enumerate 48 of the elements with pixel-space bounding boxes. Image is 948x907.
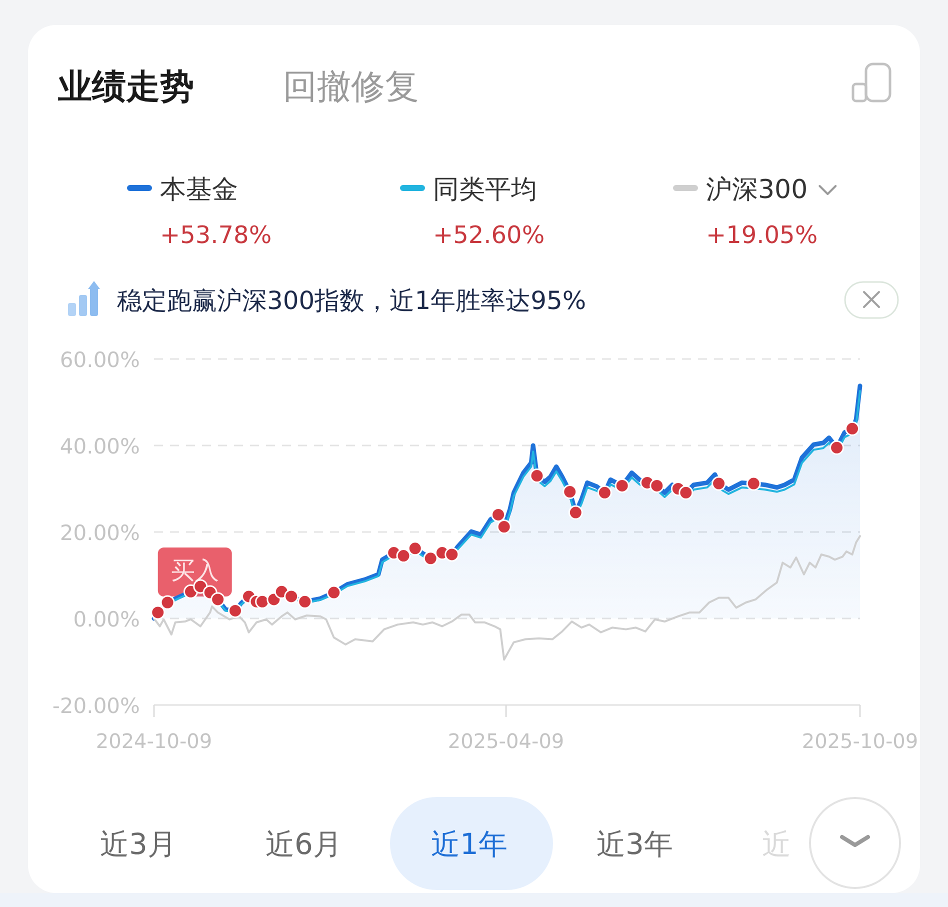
point: [444, 547, 460, 562]
y-tick-label: 40.00%: [60, 434, 140, 458]
point: [845, 421, 860, 436]
text: 近3年: [596, 827, 673, 861]
legend-label: 同类平均: [433, 175, 537, 205]
point: [562, 484, 578, 500]
point: [423, 551, 438, 566]
y-tick-label: -20.00%: [52, 694, 140, 718]
point: [150, 605, 166, 620]
point: [298, 594, 312, 609]
chart-title: 业绩走势: [57, 67, 194, 107]
legend-label: 沪深300: [706, 175, 808, 205]
point: [408, 541, 422, 556]
point: [614, 478, 630, 493]
point: [568, 505, 583, 520]
point: [210, 592, 226, 607]
point: [678, 485, 694, 500]
y-tick-label: 60.00%: [60, 348, 140, 372]
y-tick-label: 0.00%: [73, 608, 140, 632]
annotation: 买入: [170, 556, 219, 584]
legend-label: 本基金: [160, 175, 238, 205]
point: [830, 440, 844, 455]
x-tick-label: 2025-04-09: [448, 729, 564, 753]
point: [228, 603, 242, 618]
point: [597, 485, 612, 500]
point: [712, 476, 726, 491]
point: [326, 585, 342, 600]
x-tick-label: 2025-10-09: [802, 729, 918, 753]
text: 近3月: [100, 827, 176, 861]
point: [491, 507, 506, 522]
text: +52.60%: [433, 221, 545, 249]
x-tick-label: 2024-10-09: [96, 729, 212, 753]
y-tick-label: 20.00%: [60, 521, 140, 545]
text: 回撤修复: [283, 67, 419, 107]
text: 近6月: [266, 827, 342, 861]
text: 近1年: [431, 827, 508, 861]
point: [255, 594, 270, 609]
point: [496, 520, 512, 534]
line-series: [153, 535, 861, 661]
text: +53.78%: [160, 221, 272, 249]
point: [160, 595, 175, 610]
text: +19.05%: [706, 221, 818, 249]
chart-subtitle: 稳定跑赢沪深300指数，近1年胜率达95%: [117, 286, 586, 315]
point: [284, 589, 299, 604]
point: [650, 478, 664, 493]
point: [530, 468, 544, 484]
point: [746, 476, 761, 491]
point: [396, 548, 411, 564]
